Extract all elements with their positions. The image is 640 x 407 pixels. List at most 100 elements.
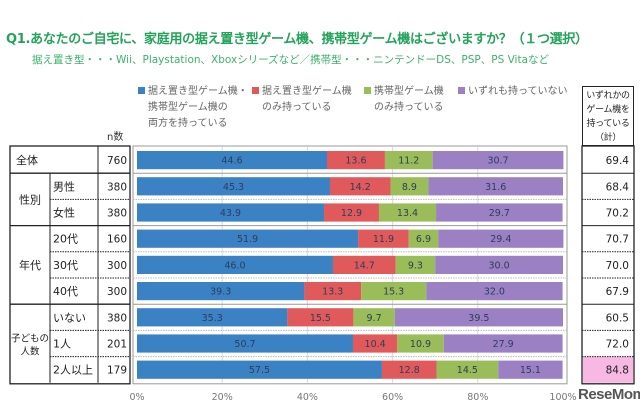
bar-segment bbox=[443, 334, 563, 353]
legend-swatch bbox=[138, 87, 145, 94]
data-label: 14.7 bbox=[354, 260, 375, 271]
legend-label: 両方を持っている bbox=[148, 118, 228, 129]
bar-segment bbox=[384, 151, 433, 170]
row-label: 20代 bbox=[53, 233, 78, 246]
data-label: 35.3 bbox=[202, 313, 223, 324]
n-count: 160 bbox=[107, 234, 127, 246]
row-label: 1人 bbox=[53, 338, 71, 351]
legend-item: 携帯型ゲーム機 のみ持っている bbox=[364, 84, 444, 116]
data-label: 11.9 bbox=[373, 234, 394, 245]
total-value: 60.5 bbox=[606, 312, 629, 324]
total-header-line: 持っている bbox=[586, 119, 630, 129]
n-count: 380 bbox=[107, 312, 127, 324]
data-label: 10.4 bbox=[365, 339, 386, 350]
total-value: 72.0 bbox=[606, 339, 629, 351]
bar-segment bbox=[390, 177, 429, 196]
row-label: 女性 bbox=[53, 206, 75, 220]
group-label: 人数 bbox=[20, 346, 40, 358]
row-label-table bbox=[9, 145, 131, 385]
chart-title: Q1.あなたのご自宅に、家庭用の据え置き型ゲーム機、携帯型ゲーム機はございますか… bbox=[6, 32, 588, 47]
legend-label: 携帯型ゲーム機 bbox=[364, 84, 444, 100]
row-label: 2人以上 bbox=[53, 364, 93, 377]
total-value: 68.4 bbox=[606, 181, 630, 193]
bar-segment bbox=[137, 334, 353, 353]
bar-segment bbox=[394, 308, 563, 327]
bar-segment bbox=[436, 203, 563, 222]
bar-segment bbox=[438, 229, 564, 248]
bar-segment bbox=[137, 229, 359, 248]
bar-segment bbox=[329, 177, 391, 196]
legend-label: 据え置き型ゲーム機 bbox=[252, 84, 352, 100]
bar-segment bbox=[378, 203, 437, 222]
chart-subtitle: 据え置き型・・・Wii、Playstation、Xboxシリーズなど／携帯型・・… bbox=[32, 54, 549, 66]
n-count: 380 bbox=[107, 208, 127, 220]
bar-segment bbox=[137, 282, 305, 301]
n-count: 179 bbox=[107, 365, 127, 377]
data-label: 31.6 bbox=[485, 182, 506, 193]
data-label: 14.5 bbox=[457, 365, 478, 376]
total-value: 70.0 bbox=[606, 260, 629, 272]
plot-frame bbox=[132, 145, 568, 385]
data-label: 29.7 bbox=[489, 208, 510, 219]
bar-segment bbox=[358, 229, 409, 248]
bar-segment bbox=[498, 360, 563, 379]
bar-segment bbox=[353, 308, 395, 327]
x-tick-label: 100% bbox=[549, 392, 576, 403]
x-tick-label: 60% bbox=[382, 392, 403, 403]
data-label: 9.3 bbox=[408, 260, 423, 271]
bar-segment bbox=[436, 360, 499, 379]
bar-segment bbox=[326, 151, 385, 170]
bar-segment bbox=[352, 334, 398, 353]
legend-label: 据え置き型ゲーム機・ bbox=[138, 84, 248, 100]
total-header-line: いずれかの bbox=[586, 91, 630, 101]
bar-segment bbox=[435, 255, 563, 274]
data-label: 11.2 bbox=[398, 156, 419, 167]
bar-segment bbox=[332, 255, 396, 274]
data-label: 32.0 bbox=[484, 287, 505, 298]
bar-segment bbox=[426, 282, 563, 301]
bar-segment bbox=[324, 203, 379, 222]
data-label: 6.9 bbox=[416, 234, 431, 245]
total-value: 70.2 bbox=[606, 208, 629, 220]
legend-label: のみ持っている bbox=[262, 102, 332, 113]
total-header-line: ゲーム機を bbox=[586, 105, 630, 115]
data-label: 45.3 bbox=[223, 182, 244, 193]
row-label: 30代 bbox=[53, 259, 78, 272]
bar-segment bbox=[395, 255, 436, 274]
total-value: 67.9 bbox=[606, 286, 629, 298]
data-label: 27.9 bbox=[493, 339, 514, 350]
n-count: 380 bbox=[107, 181, 127, 193]
data-label: 12.9 bbox=[341, 208, 362, 219]
data-label: 13.3 bbox=[322, 287, 343, 298]
legend-item: 据え置き型ゲーム機のみ持っている bbox=[252, 84, 352, 116]
data-label: 30.0 bbox=[489, 260, 510, 271]
row-label: 40代 bbox=[53, 285, 78, 298]
bar-segment bbox=[137, 203, 325, 222]
x-tick-label: 80% bbox=[467, 392, 488, 403]
legend-label: いずれも持っていない bbox=[458, 84, 568, 100]
total-value: 70.7 bbox=[606, 234, 629, 246]
bar-segment bbox=[137, 255, 333, 274]
legend-item: いずれも持っていない bbox=[458, 84, 568, 100]
data-label: 50.7 bbox=[234, 339, 255, 350]
row-label: 男性 bbox=[53, 179, 75, 193]
data-label: 46.0 bbox=[224, 260, 245, 271]
bar-segment bbox=[432, 151, 564, 170]
x-tick-label: 0% bbox=[129, 392, 144, 403]
data-label: 29.4 bbox=[490, 234, 511, 245]
n-count: 300 bbox=[107, 260, 127, 272]
total-header-line: （計） bbox=[594, 133, 622, 143]
data-label: 15.1 bbox=[520, 365, 541, 376]
bar-segment bbox=[381, 360, 437, 379]
data-label: 44.6 bbox=[221, 156, 242, 167]
data-label: 13.4 bbox=[397, 208, 418, 219]
x-tick-label: 20% bbox=[212, 392, 233, 403]
data-label: 13.6 bbox=[345, 156, 366, 167]
legend-item: 据え置き型ゲーム機・ 携帯型ゲーム機の 両方を持っている bbox=[138, 84, 248, 132]
legend-swatch bbox=[252, 87, 259, 94]
bar-segment bbox=[137, 360, 382, 379]
legend-swatch bbox=[458, 87, 465, 94]
data-label: 51.9 bbox=[237, 234, 258, 245]
